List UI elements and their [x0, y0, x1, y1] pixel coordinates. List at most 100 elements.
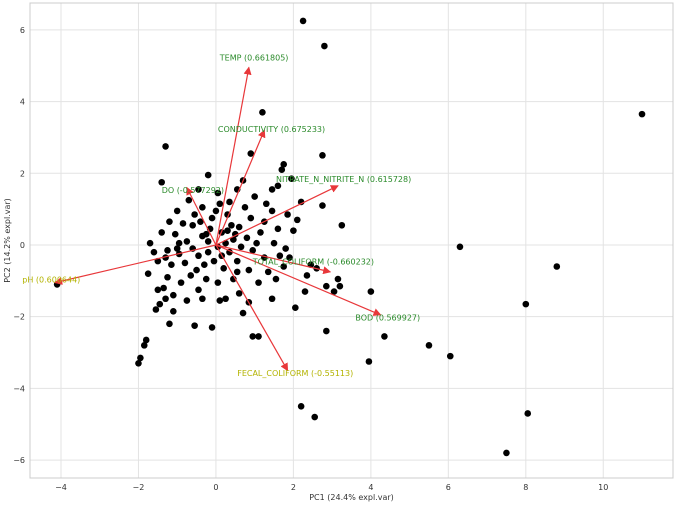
- loading-arrow: [186, 186, 217, 246]
- data-point: [156, 300, 164, 308]
- data-point: [160, 284, 167, 292]
- data-point: [319, 202, 326, 209]
- data-point: [367, 288, 375, 295]
- data-point: [338, 221, 346, 229]
- scatter-points: [53, 17, 646, 457]
- data-point: [202, 230, 210, 238]
- data-point: [204, 248, 212, 256]
- data-point: [323, 282, 330, 290]
- data-point: [208, 214, 216, 222]
- data-point: [262, 200, 270, 208]
- data-point: [204, 171, 212, 179]
- vector-label: TEMP (0.661805): [219, 53, 289, 62]
- data-point: [237, 243, 245, 251]
- data-point: [243, 234, 251, 242]
- data-point: [297, 198, 305, 206]
- data-point: [284, 211, 291, 218]
- data-point: [276, 252, 284, 260]
- data-point: [164, 273, 171, 281]
- data-point: [301, 288, 309, 295]
- data-point: [146, 239, 154, 247]
- vector-label: pH (0.600644): [22, 276, 80, 285]
- data-point: [522, 300, 530, 308]
- y-tick-label: 4: [20, 98, 25, 107]
- data-point: [171, 230, 179, 238]
- data-point: [292, 304, 299, 312]
- data-point: [208, 324, 216, 331]
- data-point: [162, 295, 169, 303]
- data-point: [168, 261, 175, 268]
- data-point: [202, 275, 210, 283]
- vector-label: NITRATE_N_NITRITE_N (0.615728): [276, 175, 411, 184]
- x-tick-label: 0: [213, 483, 218, 492]
- y-tick-label: 2: [20, 169, 25, 178]
- data-point: [199, 295, 206, 303]
- y-axis-label: PC2 (14.2% expl.var): [3, 198, 12, 283]
- data-point: [179, 220, 187, 227]
- x-tick-label: −4: [55, 483, 67, 492]
- data-point: [137, 354, 144, 362]
- data-point: [183, 238, 191, 245]
- data-point: [255, 279, 262, 286]
- data-point: [158, 178, 165, 186]
- data-point: [210, 257, 218, 265]
- data-point: [446, 352, 454, 360]
- data-point: [270, 239, 278, 247]
- data-point: [193, 266, 200, 274]
- data-point: [319, 152, 326, 159]
- loading-arrow: [215, 244, 289, 372]
- data-point: [321, 42, 328, 50]
- data-point: [264, 268, 272, 276]
- vector-label: FECAL_COLIFORM (-0.55113): [237, 369, 353, 378]
- y-tick-label: 0: [20, 241, 25, 250]
- vector-labels: TEMP (0.661805) CONDUCTIVITY (0.675233) NI…: [22, 53, 420, 377]
- data-point: [293, 216, 301, 224]
- loading-arrow: [54, 244, 217, 285]
- data-point: [216, 297, 224, 304]
- data-point: [170, 291, 177, 299]
- data-point: [224, 227, 231, 234]
- data-point: [152, 306, 160, 313]
- data-point: [323, 327, 330, 335]
- data-point: [201, 261, 208, 268]
- data-point: [189, 221, 196, 229]
- data-point: [226, 198, 233, 206]
- data-point: [245, 266, 253, 274]
- x-tick-label: 4: [368, 483, 373, 492]
- data-point: [220, 264, 227, 272]
- grid: [30, 3, 673, 478]
- loading-arrow: [215, 244, 332, 275]
- x-tick-label: −2: [133, 483, 145, 492]
- data-point: [381, 333, 388, 340]
- data-point: [216, 200, 224, 208]
- data-point: [311, 413, 319, 421]
- data-point: [280, 263, 288, 270]
- loading-arrow: [215, 66, 252, 246]
- data-point: [330, 288, 338, 295]
- data-point: [282, 245, 289, 252]
- data-point: [191, 211, 198, 218]
- loading-arrow: [215, 185, 339, 246]
- data-point: [183, 297, 191, 304]
- data-point: [274, 225, 282, 233]
- loading-arrow: [215, 129, 266, 246]
- data-point: [334, 275, 342, 283]
- data-point: [195, 186, 202, 193]
- data-point: [135, 359, 142, 367]
- data-point: [288, 175, 295, 182]
- data-point: [166, 218, 173, 225]
- data-point: [175, 239, 183, 247]
- data-point: [524, 410, 532, 417]
- data-point: [187, 272, 195, 279]
- data-point: [456, 243, 464, 251]
- data-point: [150, 248, 158, 256]
- data-point: [280, 161, 288, 168]
- data-point: [303, 272, 311, 279]
- data-point: [195, 252, 202, 260]
- y-tick-label: −2: [13, 313, 25, 322]
- data-point: [214, 279, 222, 286]
- data-point: [253, 239, 260, 247]
- data-point: [170, 308, 177, 315]
- data-point: [249, 247, 257, 254]
